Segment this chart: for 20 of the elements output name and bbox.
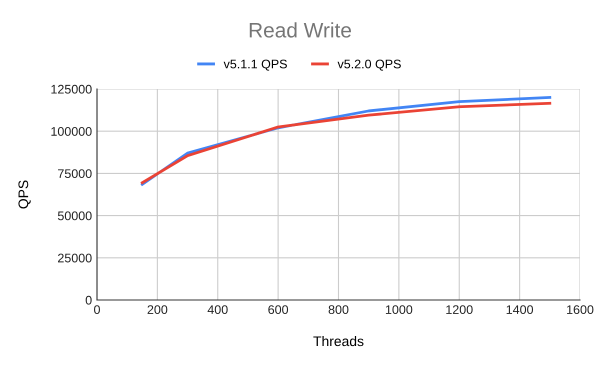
x-tick-label: 0	[94, 305, 100, 314]
y-tick-label: 50000	[58, 211, 92, 220]
x-tick-label: 1200	[446, 305, 473, 314]
x-axis-title: Threads	[313, 336, 364, 346]
y-tick-label: 0	[86, 296, 92, 305]
y-tick-label: 100000	[51, 127, 92, 136]
y-axis-title: QPS	[18, 180, 31, 209]
y-tick-label: 75000	[58, 169, 92, 178]
x-tick-label: 800	[328, 305, 348, 314]
x-tick-label: 1600	[567, 305, 594, 314]
chart-title: Read Write	[250, 22, 351, 38]
x-tick-label: 400	[208, 305, 228, 314]
x-tick-label: 1400	[506, 305, 534, 314]
x-tick-label: 600	[268, 305, 288, 314]
x-tick-label: 1000	[386, 305, 412, 314]
legend-label: v5.1.1 QPS	[224, 60, 287, 71]
x-tick-label: 200	[148, 305, 168, 314]
y-tick-label: 25000	[58, 254, 92, 262]
legend-label: v5.2.0 QPS	[338, 60, 401, 71]
y-tick-label: 125000	[51, 84, 92, 94]
